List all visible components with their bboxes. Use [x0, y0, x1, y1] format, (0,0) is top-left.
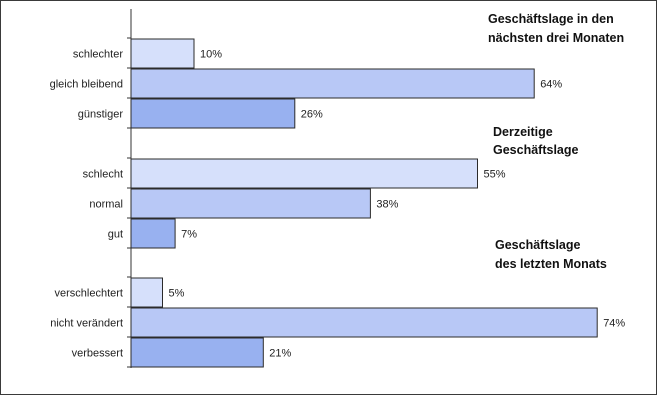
group-title-line: Geschäftslage in den: [488, 12, 614, 26]
value-label: 38%: [376, 199, 398, 211]
bar: [130, 218, 176, 249]
value-label: 26%: [301, 109, 323, 121]
category-label: verbessert: [72, 348, 123, 360]
bar: [130, 68, 535, 99]
value-label: 64%: [540, 79, 562, 91]
value-label: 10%: [200, 49, 222, 61]
value-label: 5%: [169, 288, 185, 300]
category-label: normal: [89, 199, 123, 211]
group-title-line: Geschäftslage: [495, 238, 581, 252]
category-label: verschlechtert: [55, 288, 123, 300]
value-label: 55%: [484, 169, 506, 181]
bar: [130, 98, 296, 129]
bar: [130, 38, 195, 69]
category-label: nicht verändert: [50, 318, 123, 330]
bar: [130, 307, 598, 338]
category-label: schlechter: [73, 49, 123, 61]
category-label: schlecht: [83, 169, 123, 181]
group-title-line: des letzten Monats: [495, 257, 607, 271]
bar: [130, 158, 478, 189]
group-title-line: Derzeitige: [493, 125, 553, 139]
category-label: gut: [108, 229, 123, 241]
bar: [130, 188, 371, 219]
group-title-line: nächsten drei Monaten: [488, 31, 624, 45]
category-label: gleich bleibend: [50, 79, 123, 91]
group-title-line: Geschäftslage: [493, 143, 579, 157]
bar: [130, 337, 264, 368]
value-label: 7%: [181, 229, 197, 241]
value-label: 74%: [603, 318, 625, 330]
bar: [130, 277, 163, 308]
value-label: 21%: [269, 348, 291, 360]
category-label: günstiger: [78, 109, 124, 121]
